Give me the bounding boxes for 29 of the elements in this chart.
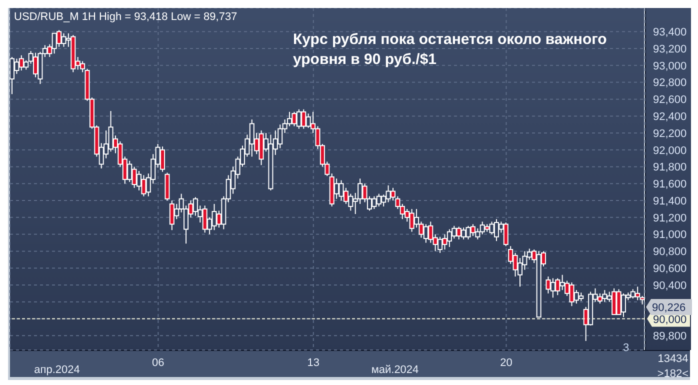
y-tick-label: 91,000 bbox=[653, 229, 687, 242]
y-tick-label: 90,800 bbox=[653, 246, 687, 258]
text: апр.2024 bbox=[33, 364, 81, 377]
ref-line-label: 90,000 bbox=[653, 314, 687, 326]
y-tick-label: 92,200 bbox=[653, 128, 687, 140]
y-tick-label: 91,600 bbox=[653, 178, 687, 191]
x-tick-label: 20 bbox=[500, 356, 512, 369]
text: Курс рубля пока останется около важного уровня в 90 руб./$1 bbox=[293, 30, 608, 70]
x-tick-label: 06 bbox=[152, 356, 164, 369]
y-tick-label: 93,400 bbox=[653, 26, 687, 39]
y-tick-label: 93,200 bbox=[653, 43, 687, 56]
text: май.2024 bbox=[370, 364, 420, 377]
text: 13434 bbox=[656, 353, 690, 366]
text: 90,226 bbox=[652, 302, 686, 314]
y-tick-label: 92,800 bbox=[653, 77, 687, 90]
text: >182< bbox=[656, 368, 690, 381]
chart-subtitle: USD/RUB_M 1H High = 93,418 Low = 89,737 bbox=[14, 11, 238, 23]
y-tick-label: 90,600 bbox=[653, 262, 687, 275]
y-tick-label: 91,800 bbox=[653, 162, 687, 174]
y-tick-label: 93,000 bbox=[653, 60, 687, 72]
x-tick-label: 13 bbox=[307, 356, 320, 369]
y-tick-label: 90,400 bbox=[653, 280, 687, 292]
annotation: 3 bbox=[622, 342, 630, 355]
y-tick-label: 92,400 bbox=[653, 110, 687, 123]
y-tick-label: 91,200 bbox=[653, 212, 687, 224]
y-tick-label: 92,600 bbox=[653, 94, 687, 106]
y-tick-label: 89,800 bbox=[653, 330, 687, 343]
y-tick-label: 91,400 bbox=[653, 195, 687, 208]
y-tick-label: 92,000 bbox=[653, 144, 687, 157]
